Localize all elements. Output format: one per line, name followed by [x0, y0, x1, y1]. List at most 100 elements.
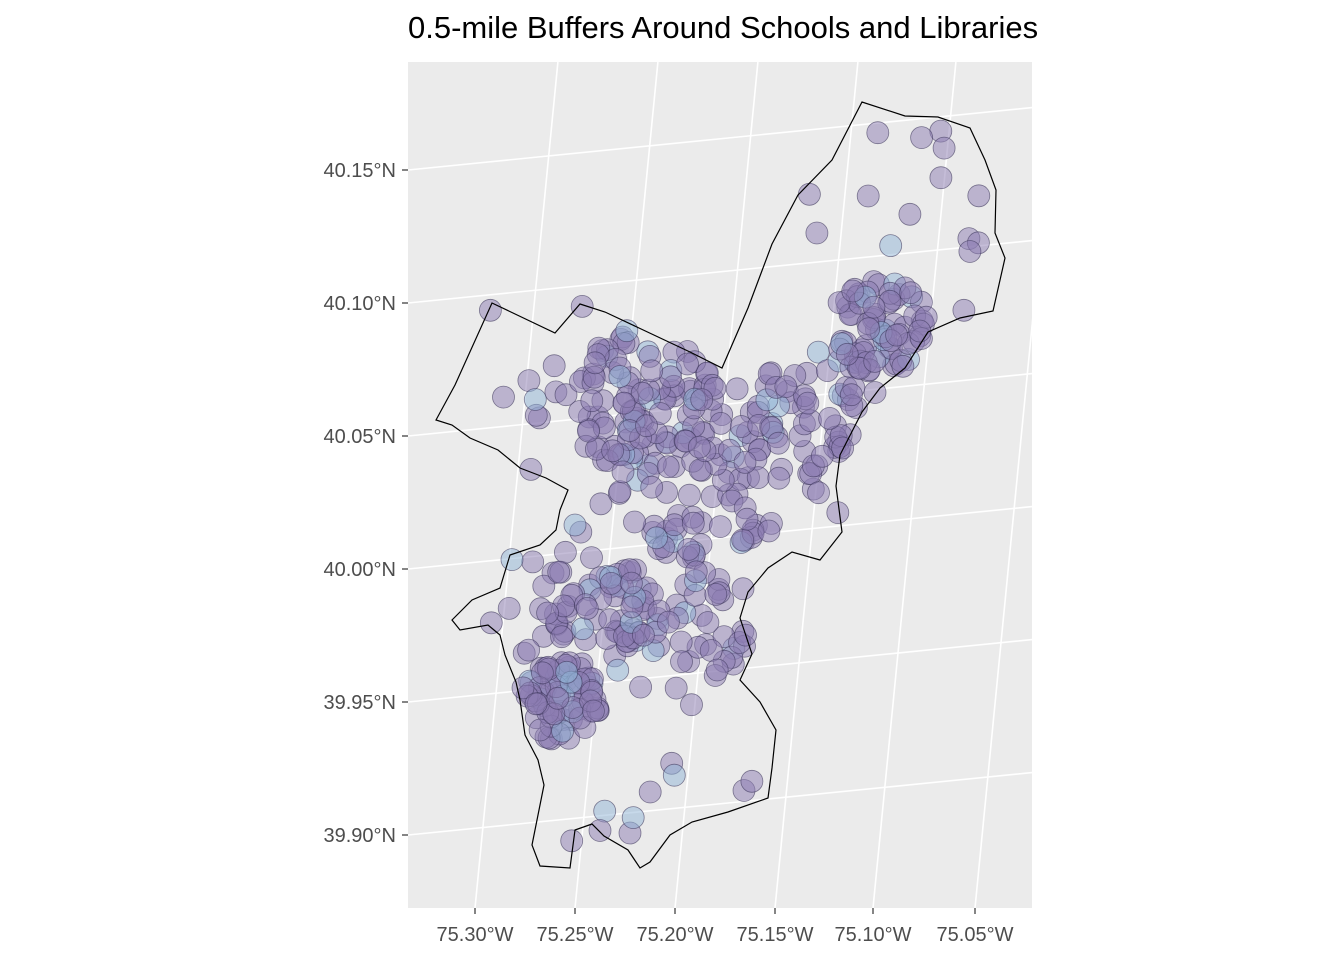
buffer-circle: [547, 560, 571, 584]
buffer-circle: [536, 601, 559, 625]
buffer-circle: [826, 501, 850, 524]
graticule-parallel: [407, 106, 1033, 171]
buffer-circle: [704, 583, 728, 606]
x-tick-label: 75.30°W: [437, 924, 514, 946]
buffer-circle: [606, 658, 630, 682]
buffer-circle: [696, 611, 720, 634]
buffer-circle: [805, 221, 829, 245]
buffer-circle: [952, 298, 976, 322]
buffer-circle: [532, 574, 556, 598]
buffer-circle: [898, 202, 922, 226]
buffer-circle: [492, 385, 515, 409]
buffer-circle: [620, 571, 643, 595]
buffer-circle: [511, 676, 535, 700]
buffer-circle: [662, 763, 686, 787]
x-tick-label: 75.10°W: [835, 924, 912, 946]
buffer-circle: [560, 829, 584, 853]
buffer-circle: [862, 295, 886, 319]
buffer-circle: [735, 507, 759, 531]
graticule-parallel: [407, 771, 1033, 836]
buffer-circle: [958, 240, 982, 263]
buffer-circle: [517, 638, 540, 662]
buffer-circle: [669, 630, 693, 654]
y-tick-label: 40.15°N: [324, 160, 397, 182]
buffer-circle: [863, 349, 887, 373]
x-tick-label: 75.20°W: [637, 924, 714, 946]
map-title: 0.5-mile Buffers Around Schools and Libr…: [408, 10, 1039, 45]
buffer-circle: [528, 718, 552, 742]
y-axis: 40.15°N 40.10°N 40.05°N 40.00°N 39.95°N 39.90…: [324, 160, 408, 847]
buffer-circle: [678, 483, 701, 507]
buffer-circle: [554, 383, 578, 407]
buffer-layer: [478, 119, 991, 853]
buffer-circle: [521, 550, 545, 574]
y-tick-label: 39.95°N: [324, 692, 397, 714]
buffer-circle: [767, 431, 790, 455]
buffer-circle: [570, 294, 594, 318]
buffer-circle: [731, 528, 755, 552]
buffer-circle: [718, 438, 741, 462]
buffer-circle: [664, 676, 688, 700]
buffer-circle: [632, 623, 655, 647]
buffer-circle: [688, 458, 712, 482]
buffer-circle: [497, 597, 521, 620]
buffer-circle: [554, 540, 577, 564]
buffer-circle: [709, 515, 732, 538]
buffer-circle: [612, 391, 636, 415]
buffer-circle: [478, 298, 502, 322]
buffer-circle: [798, 182, 821, 206]
buffer-circle: [840, 383, 863, 407]
buffer-circle: [656, 455, 680, 479]
buffer-circle: [910, 126, 933, 150]
buffer-circle: [615, 319, 639, 343]
x-tick-label: 75.15°W: [737, 924, 814, 946]
buffer-circle: [635, 414, 658, 438]
y-tick-label: 40.10°N: [324, 293, 397, 315]
buffer-circle: [856, 184, 880, 208]
buffer-circle: [670, 650, 693, 673]
buffer-circle: [611, 460, 635, 484]
buffer-circle: [866, 121, 890, 145]
buffer-circle: [684, 560, 708, 584]
buffer-circle: [757, 519, 781, 543]
buffer-circle: [774, 375, 798, 399]
buffer-circle: [608, 365, 632, 388]
graticule-parallel: [407, 239, 1033, 304]
buffer-circle: [608, 480, 632, 504]
buffer-circle: [524, 692, 548, 716]
buffer-circle: [583, 351, 607, 375]
buffer-circle: [588, 819, 612, 842]
buffer-circle: [645, 526, 668, 550]
graticule-meridian: [974, 61, 1059, 909]
buffer-circle: [807, 481, 830, 505]
buffer-circle: [688, 435, 711, 459]
buffer-circle: [680, 693, 703, 717]
buffer-circle: [630, 381, 654, 405]
buffer-circle: [677, 538, 701, 561]
graticule-meridian: [872, 61, 957, 909]
buffer-circle: [589, 492, 613, 516]
x-tick-label: 75.05°W: [937, 924, 1014, 946]
buffer-circle: [733, 450, 757, 474]
buffer-circle: [676, 352, 699, 376]
buffer-circle: [550, 625, 573, 649]
buffer-circle: [810, 444, 834, 468]
buffer-circle: [555, 660, 579, 684]
buffer-circle: [623, 510, 646, 534]
buffer-circle: [640, 359, 664, 383]
buffer-circle: [638, 780, 662, 804]
buffer-circle: [835, 342, 859, 366]
y-tick-label: 40.05°N: [324, 426, 397, 448]
buffer-circle: [831, 436, 854, 460]
buffer-circle: [479, 611, 503, 635]
buffer-circle: [599, 572, 623, 595]
buffer-circle: [932, 136, 956, 160]
buffer-circle: [891, 354, 915, 378]
buffer-circle: [563, 513, 587, 537]
buffer-circle: [967, 184, 991, 208]
y-tick-label: 39.90°N: [324, 825, 397, 847]
buffer-circle: [863, 381, 887, 404]
buffer-circle: [575, 597, 599, 620]
buffer-circle: [640, 475, 664, 499]
graticule-meridian: [474, 61, 559, 909]
